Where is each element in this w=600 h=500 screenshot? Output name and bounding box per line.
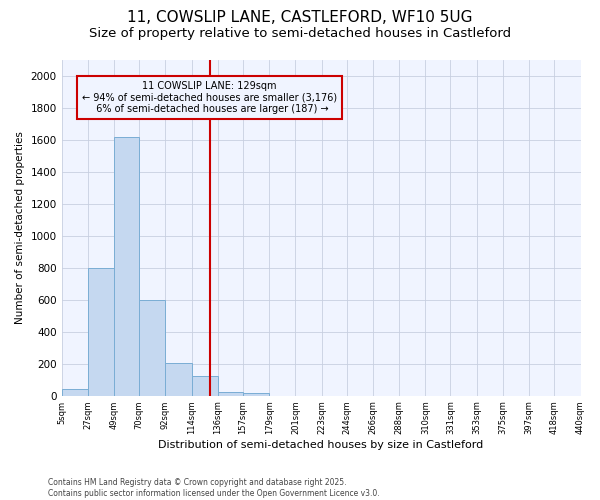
Bar: [191, 376, 218, 396]
Text: 11, COWSLIP LANE, CASTLEFORD, WF10 5UG: 11, COWSLIP LANE, CASTLEFORD, WF10 5UG: [127, 10, 473, 25]
Bar: [218, 392, 243, 396]
Bar: [243, 394, 269, 396]
Bar: [88, 268, 114, 396]
Bar: [114, 136, 139, 396]
Text: Contains HM Land Registry data © Crown copyright and database right 2025.
Contai: Contains HM Land Registry data © Crown c…: [48, 478, 380, 498]
Bar: [166, 363, 191, 396]
X-axis label: Distribution of semi-detached houses by size in Castleford: Distribution of semi-detached houses by …: [158, 440, 484, 450]
Bar: [62, 390, 88, 396]
Bar: [139, 300, 166, 396]
Text: 11 COWSLIP LANE: 129sqm
← 94% of semi-detached houses are smaller (3,176)
  6% o: 11 COWSLIP LANE: 129sqm ← 94% of semi-de…: [82, 81, 337, 114]
Y-axis label: Number of semi-detached properties: Number of semi-detached properties: [15, 132, 25, 324]
Text: Size of property relative to semi-detached houses in Castleford: Size of property relative to semi-detach…: [89, 28, 511, 40]
